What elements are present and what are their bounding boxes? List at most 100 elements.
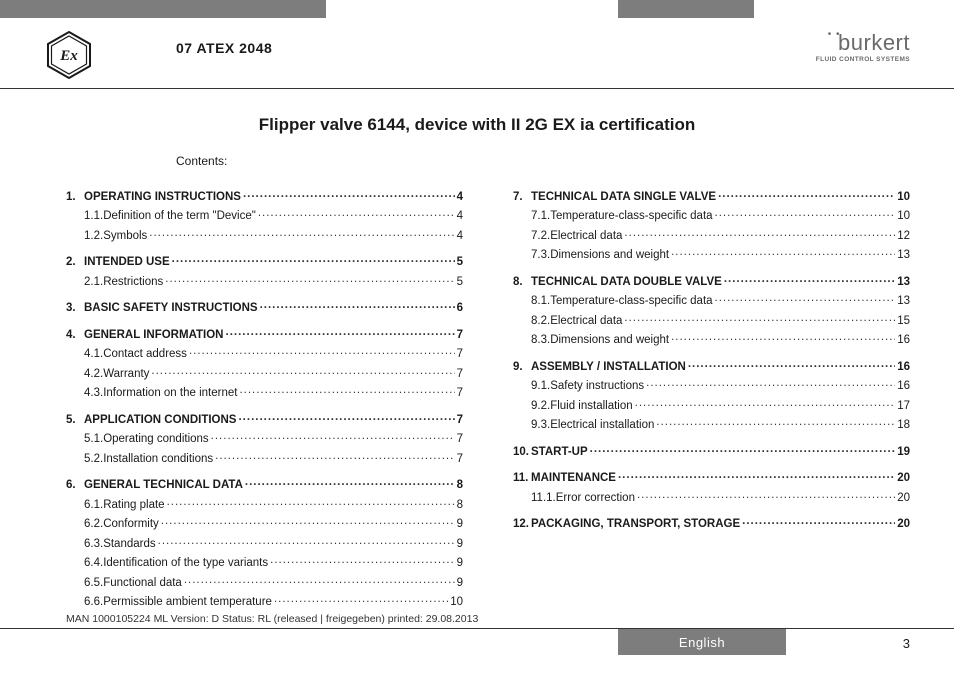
toc-number: 3.: [66, 302, 84, 314]
toc-page: 15: [897, 315, 910, 327]
toc-label: Information on the internet: [103, 387, 237, 399]
toc-label: GENERAL TECHNICAL DATA: [84, 479, 243, 491]
toc-section: 9. ASSEMBLY / INSTALLATION16: [513, 358, 910, 373]
toc-leader-dots: [718, 188, 895, 200]
toc-number: 6.3.: [84, 538, 103, 550]
toc-number: 8.3.: [531, 334, 550, 346]
document-title: Flipper valve 6144, device with II 2G EX…: [0, 115, 954, 135]
toc-number: 6.5.: [84, 577, 103, 589]
toc-label: Safety instructions: [550, 380, 644, 392]
logo-name: • • burkert: [816, 30, 910, 56]
toc-leader-dots: [211, 431, 455, 443]
toc-page: 19: [897, 446, 910, 458]
toc-number: 8.1.: [531, 295, 550, 307]
toc-leader-dots: [715, 293, 896, 305]
toc-leader-dots: [624, 227, 895, 239]
toc-number: 2.: [66, 256, 84, 268]
toc-subsection: 7.2. Electrical data12: [513, 227, 910, 242]
toc-page: 8: [457, 499, 463, 511]
toc-section: 6. GENERAL TECHNICAL DATA8: [66, 477, 463, 492]
logo-tagline: FLUID CONTROL SYSTEMS: [816, 56, 910, 63]
toc-section: 7. TECHNICAL DATA SINGLE VALVE10: [513, 188, 910, 203]
toc-leader-dots: [656, 417, 895, 429]
toc-page: 7: [457, 433, 463, 445]
page-header: Ex 07 ATEX 2048 • • burkert FLUID CONTRO…: [0, 28, 954, 90]
toc-left-column: 1. OPERATING INSTRUCTIONS41.1. Definitio…: [66, 188, 463, 601]
toc-page: 7: [457, 387, 463, 399]
toc-leader-dots: [715, 208, 896, 220]
toc-section: 11. MAINTENANCE20: [513, 470, 910, 485]
toc-leader-dots: [243, 188, 455, 200]
toc-label: PACKAGING, TRANSPORT, STORAGE: [531, 518, 740, 530]
top-bar-left: [0, 0, 326, 18]
toc-leader-dots: [189, 346, 455, 358]
toc-page: 13: [897, 276, 910, 288]
toc-number: 6.4.: [84, 557, 103, 569]
header-rule: [0, 88, 954, 89]
toc-page: 13: [897, 249, 910, 261]
toc-page: 9: [457, 557, 463, 569]
toc-leader-dots: [238, 411, 454, 423]
top-accent-bars: [0, 0, 954, 18]
toc-number: 6.2.: [84, 518, 103, 530]
toc-label: GENERAL INFORMATION: [84, 329, 224, 341]
toc-label: START-UP: [531, 446, 588, 458]
toc-subsection: 6.1. Rating plate 8: [66, 496, 463, 511]
toc-page: 7: [457, 329, 463, 341]
toc-label: APPLICATION CONDITIONS: [84, 414, 236, 426]
toc-number: 5.2.: [84, 453, 103, 465]
toc-leader-dots: [215, 450, 454, 462]
toc-section: 12. PACKAGING, TRANSPORT, STORAGE20: [513, 516, 910, 531]
toc-subsection: 8.2. Electrical data15: [513, 312, 910, 327]
toc-label: MAINTENANCE: [531, 472, 616, 484]
toc-leader-dots: [688, 358, 895, 370]
toc-leader-dots: [274, 594, 448, 606]
toc-label: Permissible ambient temperature: [103, 596, 272, 608]
toc-leader-dots: [245, 477, 455, 489]
toc-number: 6.1.: [84, 499, 103, 511]
toc-leader-dots: [158, 535, 455, 547]
toc-page: 4: [457, 210, 463, 222]
toc-label: Identification of the type variants: [103, 557, 268, 569]
toc-number: 1.1.: [84, 210, 103, 222]
top-bar-right: [618, 0, 754, 18]
toc-section: 3. BASIC SAFETY INSTRUCTIONS6: [66, 300, 463, 315]
toc-number: 9.: [513, 361, 531, 373]
toc-subsection: 5.1. Operating conditions7: [66, 431, 463, 446]
toc-label: Standards: [103, 538, 155, 550]
toc-label: ASSEMBLY / INSTALLATION: [531, 361, 686, 373]
toc-right-column: 7. TECHNICAL DATA SINGLE VALVE107.1. Tem…: [513, 188, 910, 601]
toc-number: 1.2.: [84, 230, 103, 242]
toc-page: 4: [457, 191, 463, 203]
toc-subsection: 11.1. Error correction20: [513, 489, 910, 504]
toc-number: 10.: [513, 446, 531, 458]
toc-number: 4.3.: [84, 387, 103, 399]
toc-page: 20: [897, 472, 910, 484]
toc-leader-dots: [618, 470, 895, 482]
toc-leader-dots: [172, 254, 455, 266]
toc-number: 8.: [513, 276, 531, 288]
toc-leader-dots: [646, 378, 895, 390]
toc-page: 9: [457, 577, 463, 589]
toc-subsection: 4.3. Information on the internet 7: [66, 385, 463, 400]
toc-page: 5: [457, 276, 463, 288]
footer-metadata: MAN 1000105224 ML Version: D Status: RL …: [66, 613, 478, 625]
toc-page: 16: [897, 380, 910, 392]
toc-leader-dots: [590, 443, 896, 455]
toc-number: 7.3.: [531, 249, 550, 261]
toc-label: Error correction: [556, 492, 635, 504]
toc-label: Rating plate: [103, 499, 164, 511]
toc-leader-dots: [260, 300, 455, 312]
toc-page: 9: [457, 518, 463, 530]
toc-number: 9.1.: [531, 380, 550, 392]
toc-leader-dots: [635, 397, 896, 409]
contents-label: Contents:: [176, 154, 227, 168]
toc-label: Dimensions and weight: [550, 249, 669, 261]
toc-label: Electrical data: [550, 315, 622, 327]
toc-subsection: 6.5. Functional data9: [66, 574, 463, 589]
toc-leader-dots: [724, 273, 895, 285]
toc-number: 9.3.: [531, 419, 550, 431]
toc-page: 10: [897, 191, 910, 203]
toc-page: 17: [897, 400, 910, 412]
toc-subsection: 8.3. Dimensions and weight16: [513, 332, 910, 347]
